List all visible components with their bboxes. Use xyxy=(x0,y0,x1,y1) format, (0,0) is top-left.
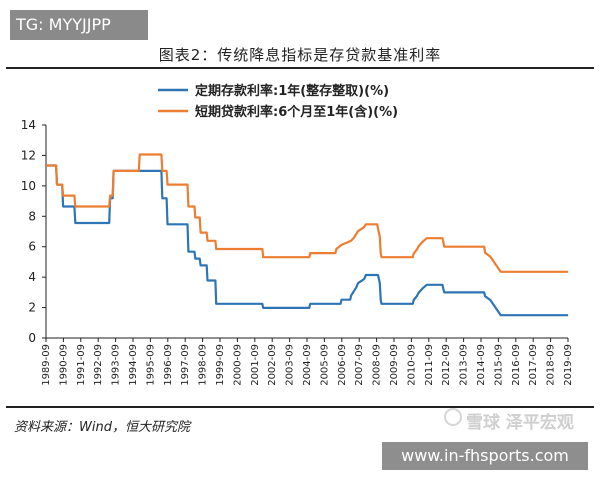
x-tick-label: 2009-09 xyxy=(389,344,400,386)
x-tick-label: 2019-09 xyxy=(563,344,574,386)
x-tick-label: 1994-09 xyxy=(128,344,139,386)
legend-label-loan: 短期贷款利率:6个月至1年(含)(%) xyxy=(195,104,398,120)
y-tick-label: 4 xyxy=(28,270,36,284)
x-tick-label: 2005-09 xyxy=(319,344,330,386)
x-tick-label: 2008-09 xyxy=(372,344,383,386)
x-tick-label: 2015-09 xyxy=(493,344,504,386)
watermark-tag: TG: MYYJJPP xyxy=(10,10,148,40)
chart-axes: 0 2 4 6 8 10 12 14 1989-09 1990-09 1991-09 1992-09 1… xyxy=(21,118,574,386)
watermark-text: 雪球 泽平宏观 xyxy=(466,413,574,433)
y-tick-label: 6 xyxy=(28,240,36,254)
x-tick-label: 2002-09 xyxy=(267,344,278,386)
x-tick-label: 2012-09 xyxy=(441,344,452,386)
x-tick-label: 2003-09 xyxy=(285,344,296,386)
legend-label-deposit: 定期存款利率:1年(整存整取)(%) xyxy=(194,83,389,99)
chart-series xyxy=(46,153,569,317)
x-tick-label: 1997-09 xyxy=(180,344,191,386)
x-tick-label: 1995-09 xyxy=(145,344,156,386)
x-tick-label: 2016-09 xyxy=(511,344,522,386)
x-tick-label: 1989-09 xyxy=(41,344,52,386)
x-tick-label: 2000-09 xyxy=(232,344,243,386)
x-tick-label: 1993-09 xyxy=(111,344,122,386)
chart-legend: 定期存款利率:1年(整存整取)(%) 短期贷款利率:6个月至1年(含)(%) xyxy=(158,83,398,120)
snowball-icon xyxy=(444,408,462,426)
x-tick-label: 1998-09 xyxy=(198,344,209,386)
x-tick-label: 2018-09 xyxy=(546,344,557,386)
y-tick-label: 10 xyxy=(21,179,36,193)
y-tick-label: 0 xyxy=(28,331,36,345)
x-tick-label: 1991-09 xyxy=(76,344,87,386)
x-tick-label: 2017-09 xyxy=(528,344,539,386)
x-tick-label: 2001-09 xyxy=(250,344,261,386)
x-tick-label: 1990-09 xyxy=(58,344,69,386)
deposit-rate-line xyxy=(46,164,569,317)
x-tick-label: 2004-09 xyxy=(302,344,313,386)
x-tick-label: 2014-09 xyxy=(476,344,487,386)
footer-rule xyxy=(6,406,594,408)
y-tick-label: 2 xyxy=(28,301,36,315)
source-note: 资料来源：Wind，恒大研究院 xyxy=(14,420,190,435)
x-tick-label: 1996-09 xyxy=(163,344,174,386)
y-tick-label: 12 xyxy=(21,148,36,162)
x-tick-label: 2007-09 xyxy=(354,344,365,386)
y-tick-label: 8 xyxy=(28,209,36,223)
x-tick-label: 2006-09 xyxy=(337,344,348,386)
y-tick-label: 14 xyxy=(21,118,36,132)
x-tick-label: 2010-09 xyxy=(406,344,417,386)
chart-title: 图表2：传统降息指标是存贷款基准利率 xyxy=(158,46,442,64)
loan-rate-line xyxy=(46,153,569,273)
x-tick-label: 2011-09 xyxy=(424,344,435,386)
title-rule xyxy=(6,67,594,69)
x-tick-label: 1999-09 xyxy=(215,344,226,386)
x-tick-label: 1992-09 xyxy=(93,344,104,386)
site-url: www.in-fhsports.com xyxy=(382,442,588,470)
x-tick-label: 2013-09 xyxy=(459,344,470,386)
